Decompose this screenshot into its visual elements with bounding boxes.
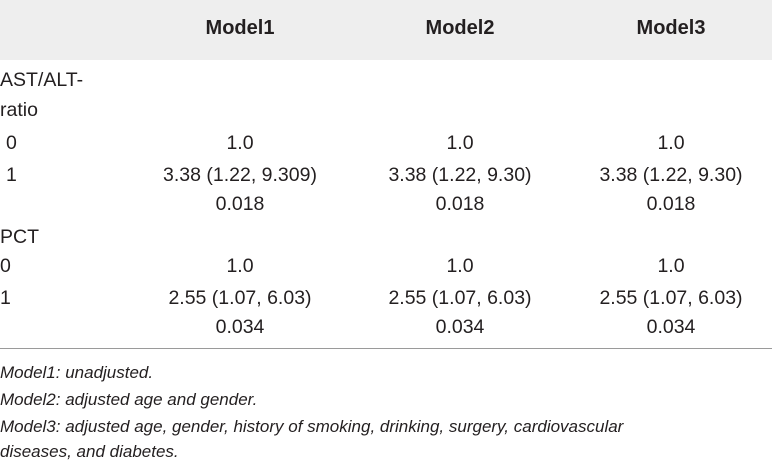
- cell-ast-p-model2: 0.018: [435, 193, 485, 215]
- footnote-model1: Model1: unadjusted.: [0, 363, 154, 382]
- row-group-ast-alt-ratio-line1: AST/ALT-: [0, 69, 84, 91]
- cell-pct-p-model3: 0.034: [646, 316, 696, 338]
- row-group-pct: PCT: [0, 226, 39, 248]
- cell-ast-0-model2: 1.0: [446, 132, 474, 154]
- cell-ast-p-model3: 0.018: [646, 193, 696, 215]
- cell-pct-0-model2: 1.0: [446, 255, 474, 277]
- row-group-ast-alt-ratio-line2: ratio: [0, 99, 38, 121]
- footnote-model3-line2: diseases, and diabetes.: [0, 442, 179, 461]
- footnote-model3-line1: Model3: adjusted age, gender, history of…: [0, 417, 624, 436]
- cell-pct-0-model1: 1.0: [226, 255, 254, 277]
- cell-pct-1-model3: 2.55 (1.07, 6.03): [599, 287, 743, 309]
- row-label-ast-0: 0: [6, 132, 17, 154]
- row-label-ast-1: 1: [6, 164, 17, 186]
- cell-pct-0-model3: 1.0: [657, 255, 685, 277]
- row-label-pct-1: 1: [0, 287, 11, 309]
- cell-pct-1-model1: 2.55 (1.07, 6.03): [168, 287, 312, 309]
- cell-ast-p-model1: 0.018: [215, 193, 265, 215]
- cell-pct-p-model2: 0.034: [435, 316, 485, 338]
- cell-ast-0-model3: 1.0: [657, 132, 685, 154]
- cell-ast-0-model1: 1.0: [226, 132, 254, 154]
- cell-pct-p-model1: 0.034: [215, 316, 265, 338]
- cell-pct-1-model2: 2.55 (1.07, 6.03): [388, 287, 532, 309]
- header-model3: Model3: [636, 17, 706, 39]
- cell-ast-1-model3: 3.38 (1.22, 9.30): [599, 164, 743, 186]
- header-model1: Model1: [205, 17, 275, 39]
- row-label-pct-0: 0: [0, 255, 11, 277]
- table-header: Model1 Model2 Model3: [0, 0, 772, 60]
- cell-ast-1-model1: 3.38 (1.22, 9.309): [163, 164, 317, 186]
- footnote-model2: Model2: adjusted age and gender.: [0, 390, 258, 409]
- cell-ast-1-model2: 3.38 (1.22, 9.30): [388, 164, 532, 186]
- header-model2: Model2: [425, 17, 495, 39]
- table-bottom-rule: [0, 348, 772, 349]
